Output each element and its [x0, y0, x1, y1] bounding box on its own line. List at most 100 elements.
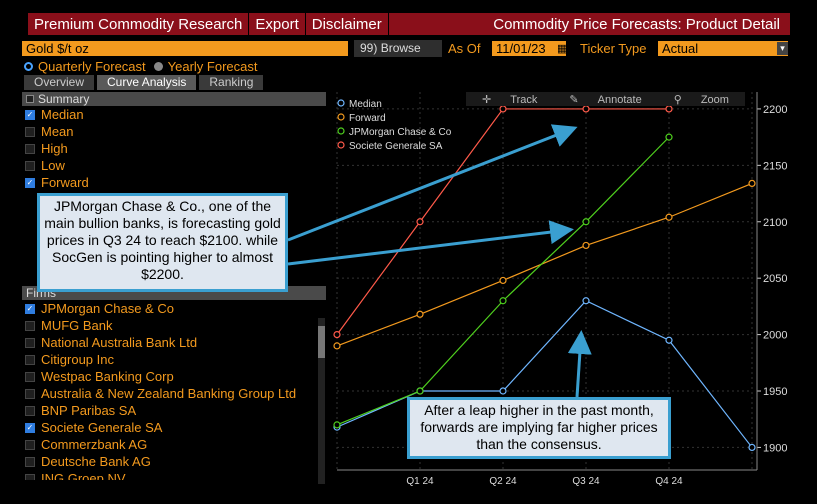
firms-list: ✓ JPMorgan Chase & Co MUFG Bank National Au…: [22, 300, 326, 480]
firm-item-label: MUFG Bank: [41, 318, 113, 333]
data-point: [333, 330, 341, 339]
browse-label: Browse: [380, 41, 421, 55]
track-button[interactable]: ✛ Track: [466, 93, 553, 106]
chart-toolbar: ✛ Track ✎ Annotate ⚲ Zoom: [466, 92, 745, 106]
summary-item[interactable]: ✓ Median: [22, 106, 326, 123]
collapse-icon[interactable]: [26, 95, 34, 103]
y-tick-label: 1950: [763, 386, 787, 398]
checkbox[interactable]: [25, 337, 35, 348]
security-row: Gold $/t oz 99) Browse As Of 11/01/23 ▦ …: [22, 40, 788, 57]
x-tick-label: Q4 24: [655, 476, 683, 487]
data-point: [499, 387, 507, 395]
ticker-type-select[interactable]: Actual: [658, 41, 788, 56]
annotate-button[interactable]: ✎ Annotate: [553, 93, 657, 106]
checkbox[interactable]: [25, 143, 35, 154]
checkbox[interactable]: ✓: [25, 303, 35, 314]
legend-label: Median: [349, 99, 382, 110]
tab-curve-analysis[interactable]: Curve Analysis: [97, 75, 197, 90]
chevron-down-icon[interactable]: ▾: [777, 42, 788, 55]
checkbox[interactable]: [25, 388, 35, 399]
legend-marker: [337, 127, 345, 135]
summary-item-label: Low: [41, 158, 65, 173]
menu-divider: [304, 13, 306, 35]
data-point: [665, 133, 673, 141]
checkbox[interactable]: [25, 456, 35, 467]
data-point: [582, 105, 590, 113]
summary-item-label: Forward: [41, 175, 89, 190]
menu-premium-research[interactable]: Premium Commodity Research: [34, 15, 243, 33]
scrollbar-thumb[interactable]: [318, 326, 325, 358]
legend-marker: [337, 113, 345, 121]
as-of-label: As Of: [448, 41, 481, 56]
summary-list: ✓ Median Mean High Low ✓ Forward: [22, 106, 326, 286]
menu-export[interactable]: Export: [255, 15, 299, 33]
summary-item[interactable]: ✓ Forward: [22, 174, 326, 191]
data-point: [748, 179, 756, 187]
checkbox[interactable]: ✓: [25, 422, 35, 433]
radio-yearly[interactable]: [153, 61, 163, 71]
y-tick-label: 2050: [763, 273, 787, 285]
y-tick-label: 2100: [763, 217, 787, 229]
firms-scrollbar[interactable]: [318, 318, 325, 484]
menu-disclaimer[interactable]: Disclaimer: [311, 15, 382, 33]
as-of-date-input[interactable]: 11/01/23: [492, 41, 566, 56]
data-point: [499, 105, 507, 113]
data-point: [748, 443, 756, 452]
radio-yearly-label[interactable]: Yearly Forecast: [167, 58, 258, 74]
firm-item[interactable]: National Australia Bank Ltd: [22, 334, 326, 351]
firm-item[interactable]: ING Groep NV: [22, 470, 326, 480]
title-bar: Premium Commodity Research Export Discla…: [28, 13, 790, 35]
firm-item[interactable]: Citigroup Inc: [22, 351, 326, 368]
firm-item[interactable]: ✓ Societe Generale SA: [22, 419, 326, 436]
browse-key: 99): [360, 41, 378, 55]
checkbox[interactable]: [25, 160, 35, 171]
data-point: [665, 336, 673, 344]
tab-ranking[interactable]: Ranking: [199, 75, 264, 90]
firm-item[interactable]: Deutsche Bank AG: [22, 453, 326, 470]
firm-item-label: ING Groep NV: [41, 471, 126, 480]
pencil-icon: ✎: [569, 93, 582, 106]
legend-marker: [337, 141, 345, 149]
annotate-label: Annotate: [597, 93, 642, 106]
checkbox[interactable]: [25, 354, 35, 365]
checkbox[interactable]: [25, 126, 35, 137]
firm-item[interactable]: BNP Paribas SA: [22, 402, 326, 419]
checkbox[interactable]: [25, 473, 35, 480]
summary-item[interactable]: Mean: [22, 123, 326, 140]
firm-item[interactable]: Australia & New Zealand Banking Group Lt…: [22, 385, 326, 402]
data-point: [582, 241, 590, 250]
checkbox[interactable]: [25, 320, 35, 331]
summary-item[interactable]: High: [22, 140, 326, 157]
firm-item-label: Westpac Banking Corp: [41, 369, 174, 384]
data-point: [333, 421, 341, 429]
firm-item-label: National Australia Bank Ltd: [41, 335, 198, 350]
zoom-button[interactable]: ⚲ Zoom: [658, 93, 745, 106]
firm-item-label: Citigroup Inc: [41, 352, 114, 367]
data-point: [582, 297, 590, 305]
firm-item[interactable]: MUFG Bank: [22, 317, 326, 334]
checkbox[interactable]: [25, 439, 35, 450]
legend-label: JPMorgan Chase & Co: [349, 127, 452, 138]
checkbox[interactable]: ✓: [25, 109, 35, 120]
summary-item-label: Median: [41, 107, 84, 122]
firm-item[interactable]: Westpac Banking Corp: [22, 368, 326, 385]
data-point: [665, 105, 673, 113]
browse-button[interactable]: 99) Browse: [354, 40, 442, 57]
firm-item[interactable]: Commerzbank AG: [22, 436, 326, 453]
checkbox[interactable]: [25, 371, 35, 382]
radio-quarterly[interactable]: [24, 61, 33, 71]
security-input[interactable]: Gold $/t oz: [22, 41, 348, 56]
checkbox[interactable]: ✓: [25, 177, 35, 188]
data-point: [499, 276, 507, 285]
summary-item[interactable]: Low: [22, 157, 326, 174]
y-tick-label: 2150: [763, 160, 787, 172]
firm-item[interactable]: ✓ JPMorgan Chase & Co: [22, 300, 326, 317]
summary-header[interactable]: Summary: [22, 92, 326, 106]
legend-label: Societe Generale SA: [349, 141, 443, 152]
tab-overview[interactable]: Overview: [24, 75, 95, 90]
checkbox[interactable]: [25, 405, 35, 416]
firm-item-label: Australia & New Zealand Banking Group Lt…: [41, 386, 297, 401]
radio-quarterly-label[interactable]: Quarterly Forecast: [38, 58, 146, 74]
x-tick-label: Q3 24: [572, 476, 600, 487]
calendar-icon[interactable]: ▦: [557, 43, 568, 55]
